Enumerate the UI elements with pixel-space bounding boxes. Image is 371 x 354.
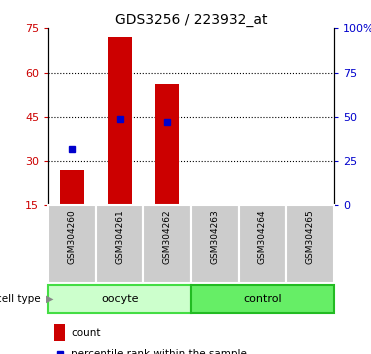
Bar xyxy=(48,285,191,314)
Bar xyxy=(144,205,191,283)
Text: GSM304260: GSM304260 xyxy=(68,209,76,264)
Text: cell type: cell type xyxy=(0,294,41,304)
Text: count: count xyxy=(71,328,101,338)
Text: GSM304261: GSM304261 xyxy=(115,209,124,264)
Bar xyxy=(96,205,144,283)
Text: GSM304263: GSM304263 xyxy=(210,209,219,264)
Bar xyxy=(191,285,334,314)
Bar xyxy=(108,37,132,205)
Bar xyxy=(239,205,286,283)
Bar xyxy=(155,84,179,205)
Title: GDS3256 / 223932_at: GDS3256 / 223932_at xyxy=(115,13,267,27)
Bar xyxy=(48,205,96,283)
Text: oocyte: oocyte xyxy=(101,294,138,304)
Text: GSM304265: GSM304265 xyxy=(306,209,315,264)
Text: percentile rank within the sample: percentile rank within the sample xyxy=(71,349,247,354)
Bar xyxy=(191,205,239,283)
Text: GSM304264: GSM304264 xyxy=(258,209,267,264)
Bar xyxy=(60,170,84,205)
Text: control: control xyxy=(243,294,282,304)
Bar xyxy=(54,324,65,341)
Bar xyxy=(286,205,334,283)
Text: ▶: ▶ xyxy=(46,294,54,304)
Text: GSM304262: GSM304262 xyxy=(163,209,172,264)
